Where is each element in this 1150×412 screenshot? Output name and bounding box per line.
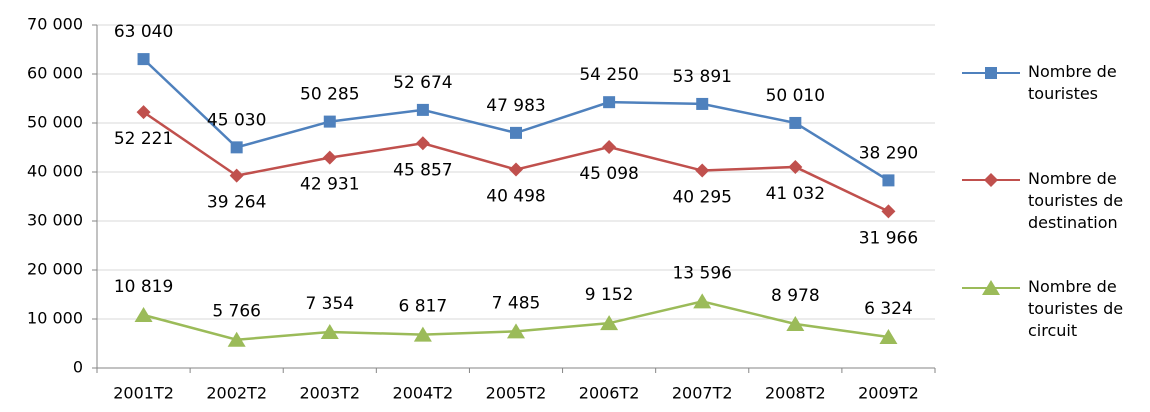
- x-tick-label: 2003T2: [299, 384, 360, 403]
- data-point: [602, 140, 617, 155]
- x-tick-label: 2004T2: [393, 384, 454, 403]
- data-label: 53 891: [672, 67, 731, 87]
- y-tick-label: 0: [73, 358, 83, 377]
- legend-label: Nombre de touristes de circuit: [1028, 277, 1124, 340]
- data-point: [882, 174, 895, 187]
- data-point: [509, 162, 523, 177]
- y-tick-label: 30 000: [27, 211, 83, 230]
- data-label: 13 596: [672, 263, 731, 283]
- data-label: 31 966: [859, 228, 918, 248]
- data-label: 7 354: [305, 294, 354, 314]
- data-label: 5 766: [212, 302, 261, 322]
- data-label: 50 285: [300, 85, 359, 105]
- y-tick-label: 20 000: [27, 260, 83, 279]
- data-point: [413, 326, 432, 342]
- data-point: [229, 168, 244, 183]
- legend-label: Nombre de touristes: [1028, 62, 1117, 103]
- data-label: 8 978: [771, 286, 820, 306]
- data-label: 47 983: [486, 96, 545, 116]
- data-label: 45 098: [579, 164, 638, 184]
- data-label: 39 264: [207, 193, 266, 213]
- data-point: [230, 141, 243, 154]
- legend-marker: [982, 280, 1000, 295]
- data-label: 45 857: [393, 160, 452, 180]
- x-tick-label: 2009T2: [858, 384, 919, 403]
- x-tick-label: 2006T2: [579, 384, 640, 403]
- data-point: [507, 323, 525, 339]
- data-point: [416, 103, 429, 116]
- legend-marker: [984, 173, 998, 187]
- data-label: 41 032: [766, 184, 825, 204]
- data-point: [137, 53, 150, 66]
- x-tick-label: 2002T2: [206, 384, 267, 403]
- data-label: 6 817: [399, 297, 448, 317]
- data-point: [322, 150, 337, 165]
- data-label: 42 931: [300, 175, 359, 195]
- data-point: [136, 105, 151, 120]
- data-point: [134, 306, 153, 322]
- x-tick-label: 2005T2: [486, 384, 547, 403]
- data-label: 52 221: [114, 129, 173, 149]
- y-tick-label: 50 000: [27, 113, 83, 132]
- y-tick-label: 60 000: [27, 64, 83, 83]
- data-point: [696, 97, 709, 110]
- data-label: 50 010: [766, 86, 825, 106]
- data-point: [786, 316, 805, 332]
- data-label: 38 290: [859, 143, 918, 163]
- data-point: [603, 96, 616, 109]
- y-tick-label: 40 000: [27, 162, 83, 181]
- data-point: [600, 315, 619, 331]
- x-tick-label: 2007T2: [672, 384, 733, 403]
- data-label: 10 819: [114, 277, 173, 297]
- data-label: 6 324: [864, 299, 913, 319]
- data-point: [879, 329, 898, 345]
- data-point: [323, 115, 336, 128]
- data-label: 7 485: [492, 293, 541, 313]
- legend-marker: [985, 67, 997, 79]
- y-tick-label: 70 000: [27, 15, 83, 34]
- data-label: 40 498: [486, 187, 545, 207]
- data-point: [788, 159, 803, 174]
- data-point: [415, 136, 430, 151]
- data-label: 52 674: [393, 73, 452, 93]
- data-label: 45 030: [207, 110, 266, 130]
- y-tick-label: 10 000: [27, 309, 83, 328]
- data-point: [789, 116, 802, 129]
- data-point: [320, 323, 339, 339]
- data-label: 54 250: [579, 65, 638, 85]
- data-label: 63 040: [114, 22, 173, 42]
- x-tick-label: 2008T2: [765, 384, 826, 403]
- data-point: [881, 204, 896, 219]
- data-point: [510, 126, 522, 139]
- data-point: [227, 331, 246, 347]
- data-point: [695, 163, 710, 178]
- legend-label: Nombre de touristes de destination: [1028, 169, 1124, 232]
- data-label: 40 295: [672, 188, 731, 208]
- data-label: 9 152: [585, 285, 634, 305]
- data-point: [693, 293, 712, 309]
- x-tick-label: 2001T2: [113, 384, 174, 403]
